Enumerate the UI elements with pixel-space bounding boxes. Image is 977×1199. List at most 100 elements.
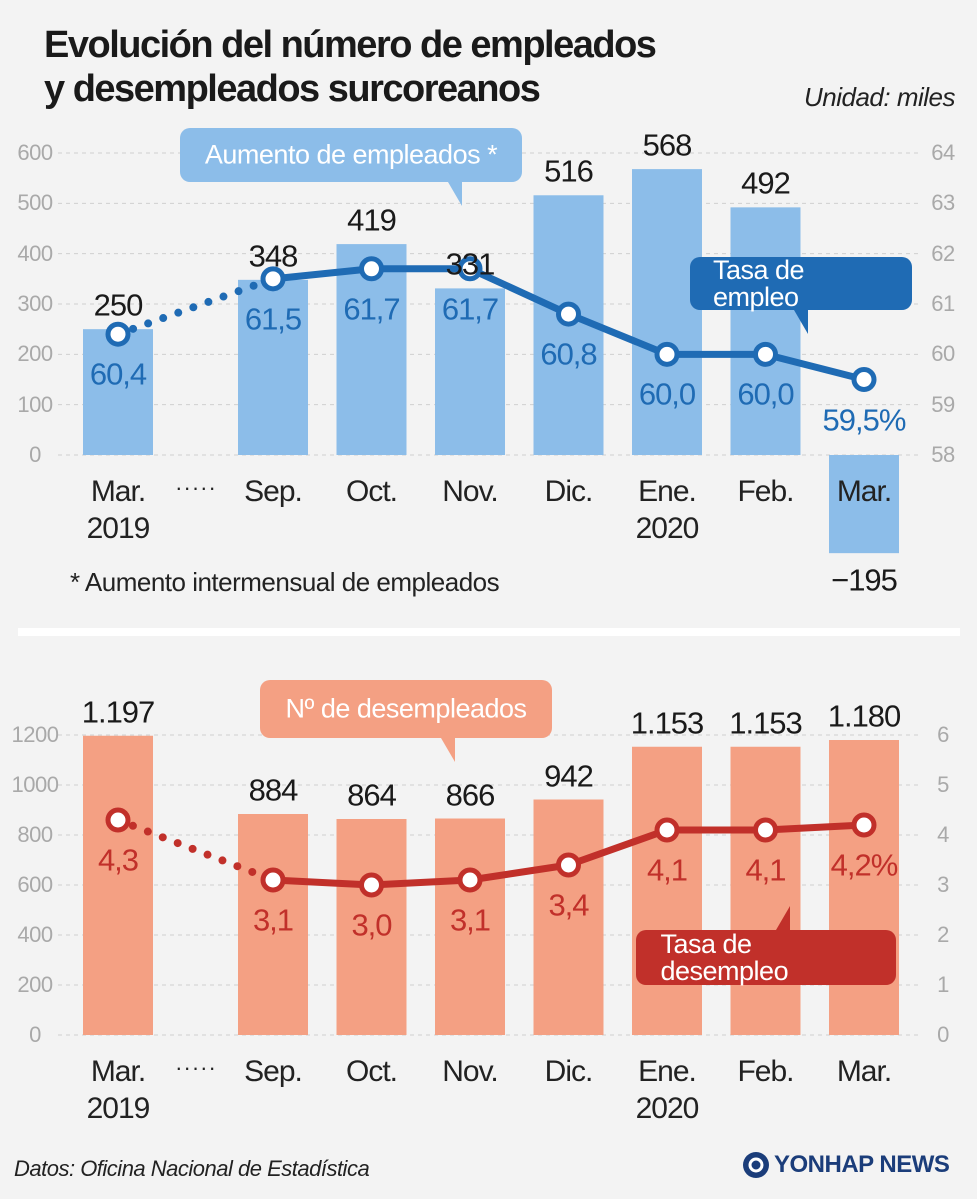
x-tick-label: Ene. 2020 <box>635 475 700 545</box>
y2-tick-label: 3 <box>937 872 949 897</box>
line-point <box>359 872 384 898</box>
line-value-label: 3,1 <box>252 902 294 938</box>
line-value-label: 4,2% <box>830 847 899 883</box>
logo-icon <box>743 1152 769 1178</box>
title-line: Evolución del número de empleados <box>44 24 657 66</box>
legend-bubble-tail <box>794 310 808 334</box>
bar <box>238 814 308 1035</box>
line-point <box>457 867 483 893</box>
y2-tick-label: 1 <box>937 972 949 997</box>
line-value-label: 4,3 <box>97 842 139 878</box>
line-point <box>260 867 286 893</box>
legend-bubble-tail <box>448 182 462 206</box>
legend-label: Aumento de empleados * <box>204 139 498 170</box>
bar <box>730 207 801 455</box>
x-break: ····· <box>175 1055 217 1080</box>
bar <box>83 735 153 1035</box>
bar <box>829 455 899 554</box>
line-point <box>105 807 131 833</box>
logo-icon-inner <box>748 1157 764 1173</box>
bar <box>632 169 702 455</box>
x-tick-label: Nov. <box>442 1055 498 1088</box>
bar-value-label: 864 <box>347 777 397 813</box>
bar <box>730 746 801 1035</box>
legend-bubble-tail <box>441 738 455 762</box>
y-tick-label: 300 <box>17 291 53 316</box>
legend-label: Nº de desempleados <box>285 693 527 724</box>
line-value-label: 60,8 <box>540 336 597 372</box>
line-point <box>654 817 680 843</box>
x-tick-label: Sep. <box>244 475 303 508</box>
source: Datos: Oficina Nacional de Estadística <box>14 1156 370 1181</box>
x-tick-label: Oct. <box>345 475 398 508</box>
legend-label: Tasa de desempleo <box>660 928 789 986</box>
line-value-label: 3,4 <box>548 887 589 923</box>
y2-tick-label: 4 <box>937 822 949 847</box>
legend-bubble <box>690 257 912 310</box>
y-tick-label: 800 <box>17 822 53 847</box>
y2-tick-label: 0 <box>937 1022 949 1047</box>
bar-value-label: 331 <box>445 246 496 282</box>
y2-tick-label: 64 <box>931 140 955 165</box>
y-tick-label: 500 <box>17 190 53 216</box>
x-tick-label: Nov. <box>442 475 498 508</box>
line-break-segment <box>114 274 277 339</box>
legend-label: Tasa de empleo <box>713 254 805 312</box>
line-break-segment <box>114 816 277 884</box>
bar-value-label: 1.180 <box>827 698 902 734</box>
bar <box>533 799 604 1035</box>
bar <box>632 746 702 1035</box>
x-tick-label: Mar. <box>836 475 892 508</box>
y-tick-label: 400 <box>17 922 53 947</box>
bar <box>829 740 899 1035</box>
line-point <box>359 256 384 282</box>
bar <box>238 279 308 455</box>
bar-value-label: 419 <box>347 202 397 238</box>
y2-tick-label: 60 <box>931 341 955 367</box>
y2-tick-label: 59 <box>931 391 955 417</box>
line-point <box>556 301 581 327</box>
bar-value-label: 492 <box>741 165 791 201</box>
y-tick-label: 200 <box>17 341 53 367</box>
bar-value-label: 1.197 <box>81 694 156 730</box>
y-tick-label: 200 <box>17 972 53 997</box>
line-point <box>851 367 877 392</box>
legend-bubble <box>180 128 522 182</box>
line-value-label: 59,5% <box>822 402 907 437</box>
y2-tick-label: 58 <box>931 442 955 467</box>
y2-tick-label: 61 <box>931 291 955 316</box>
title-line: y desempleados surcoreanos <box>44 68 541 110</box>
y-tick-label: 100 <box>17 391 53 417</box>
y2-tick-label: 63 <box>931 190 955 216</box>
bar-value-label: 516 <box>544 153 594 189</box>
legend-bubble-tail <box>776 906 790 930</box>
line-point <box>851 812 877 838</box>
line-point <box>753 817 778 843</box>
bar-value-label: 884 <box>248 772 299 808</box>
x-tick-label: Ene. 2020 <box>635 1055 700 1125</box>
bar-value-label: −195 <box>831 562 898 598</box>
note: * Aumento intermensual de empleados <box>70 567 500 597</box>
y-tick-label: 1000 <box>11 772 59 797</box>
x-tick-label: Mar. 2019 <box>86 1055 151 1125</box>
y2-tick-label: 6 <box>937 722 949 747</box>
y-tick-label: 1200 <box>11 722 59 747</box>
x-tick-label: Mar. <box>836 1055 892 1088</box>
bar-value-label: 348 <box>248 238 299 274</box>
y2-tick-label: 2 <box>937 922 949 947</box>
line-point <box>556 852 581 878</box>
legend-bubble <box>260 680 552 738</box>
bar-value-label: 568 <box>642 127 693 163</box>
line-point <box>457 256 483 282</box>
bar <box>83 329 153 455</box>
line-value-label: 61,7 <box>441 291 499 327</box>
x-tick-label: Dic. <box>544 1055 594 1088</box>
line-value-label: 4,1 <box>646 852 688 888</box>
bar-value-label: 942 <box>544 758 594 793</box>
line-value-label: 60,0 <box>737 376 794 412</box>
line-value-label: 61,7 <box>343 291 400 327</box>
y-tick-label: 400 <box>17 240 53 266</box>
unit: Unidad: miles <box>803 82 956 112</box>
bar <box>435 288 505 455</box>
